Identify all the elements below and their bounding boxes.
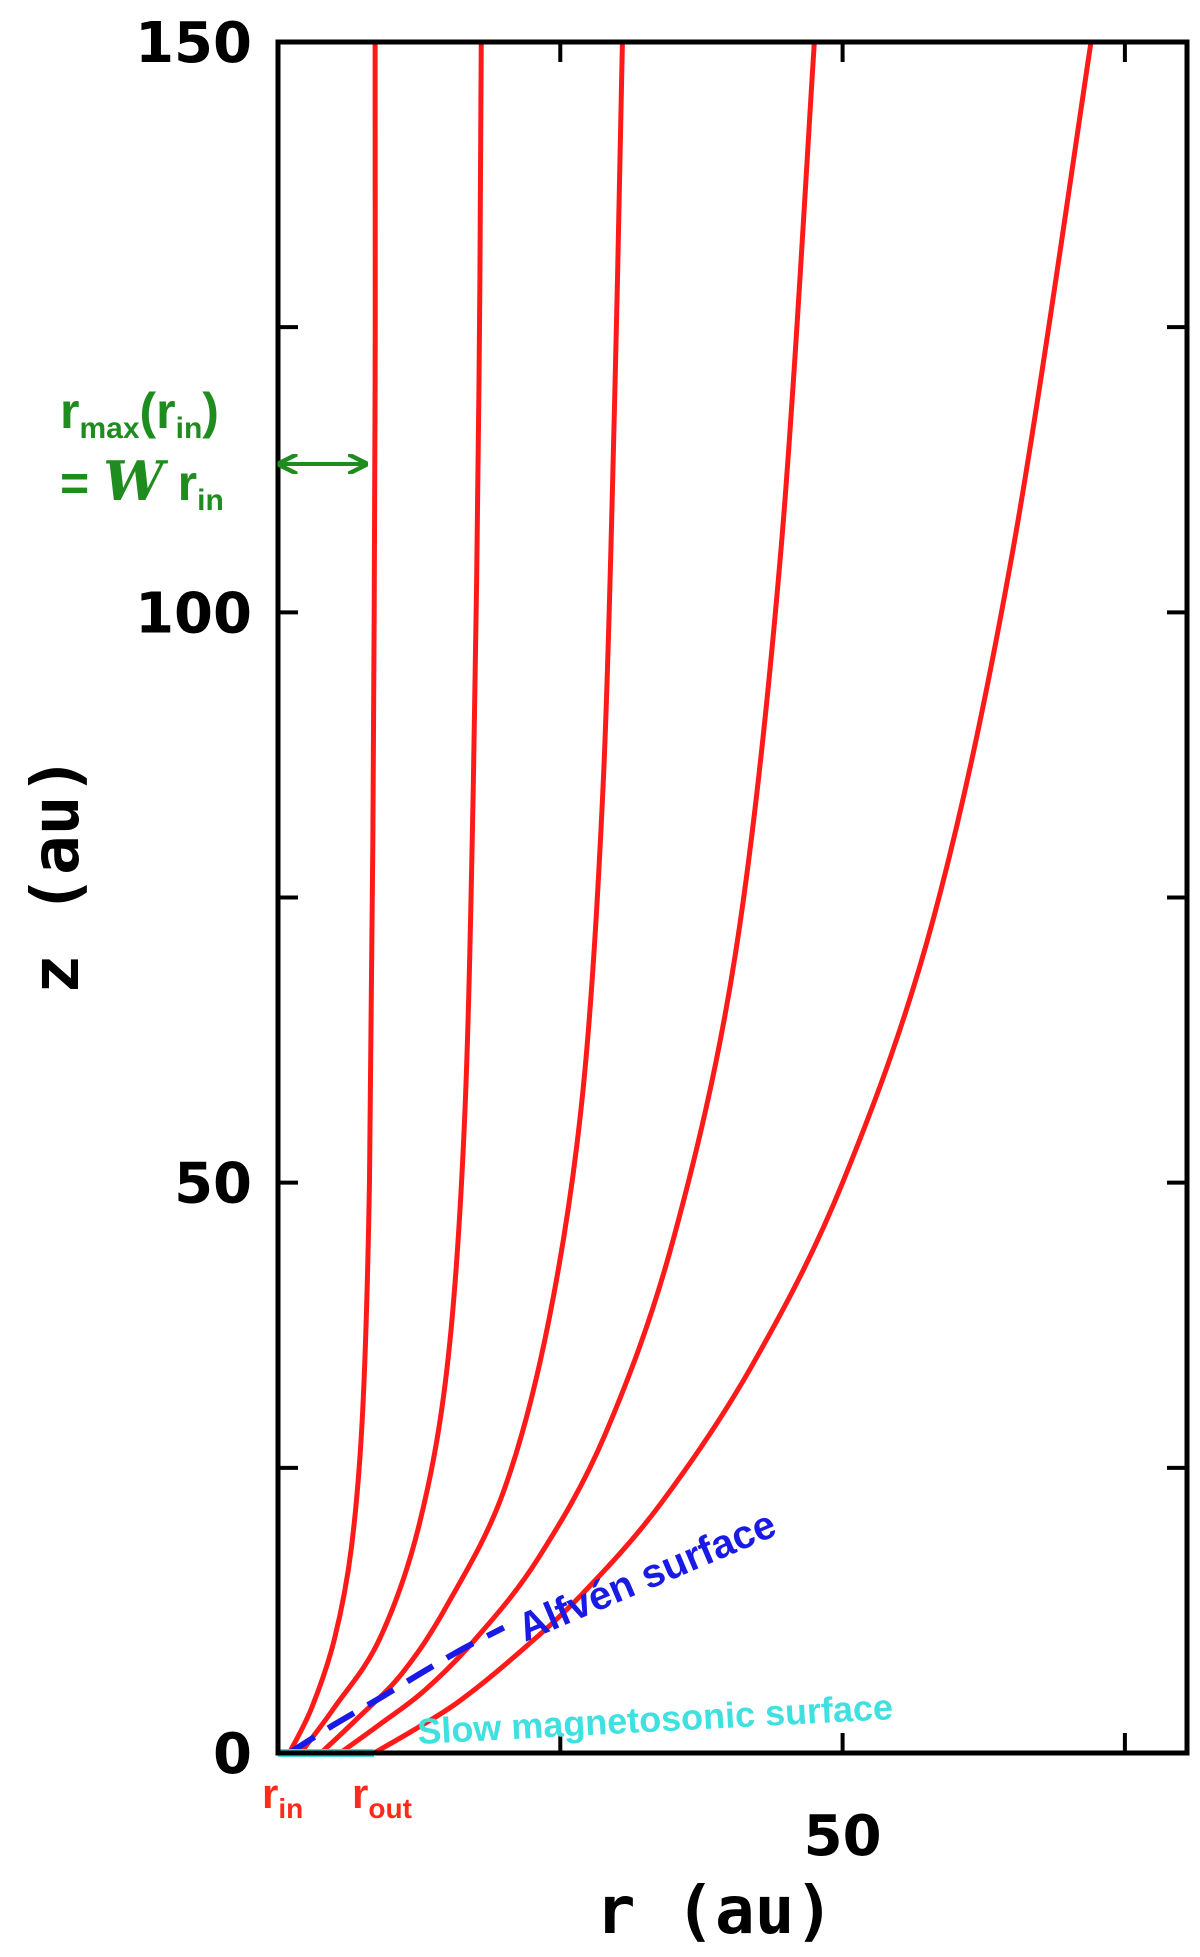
field-line-2 — [298, 39, 484, 1756]
y-axis-title: z (au) — [17, 756, 94, 994]
plot-content — [278, 39, 1094, 1757]
y-tick-label: 100 — [135, 581, 252, 646]
tick-labels: 50 0 50 100 150 — [135, 11, 881, 1869]
field-line-4 — [337, 39, 817, 1756]
slow-magnetosonic-surface-label: Slow magnetosonic surface — [416, 1686, 894, 1752]
y-tick-label: 50 — [174, 1152, 252, 1217]
y-tick-label: 150 — [135, 11, 252, 76]
y-tick-label: 0 — [213, 1722, 252, 1787]
rmax-label-line1: rmax(rin) — [60, 383, 219, 445]
r-out-label: rout — [352, 1770, 412, 1824]
r-in-label: rin — [262, 1770, 303, 1824]
field-line-3 — [318, 39, 625, 1756]
x-tick-label: 50 — [804, 1804, 882, 1869]
rmax-label-line2: = W rin — [60, 449, 224, 517]
x-axis-title: r (au) — [596, 1872, 834, 1949]
field-line-5 — [371, 39, 1094, 1756]
alfven-surface-line — [287, 1624, 506, 1756]
field-line-1 — [286, 39, 378, 1756]
rmax-annotation: rmax(rin) = W rin — [60, 383, 364, 517]
plot-frame — [275, 39, 1190, 1756]
